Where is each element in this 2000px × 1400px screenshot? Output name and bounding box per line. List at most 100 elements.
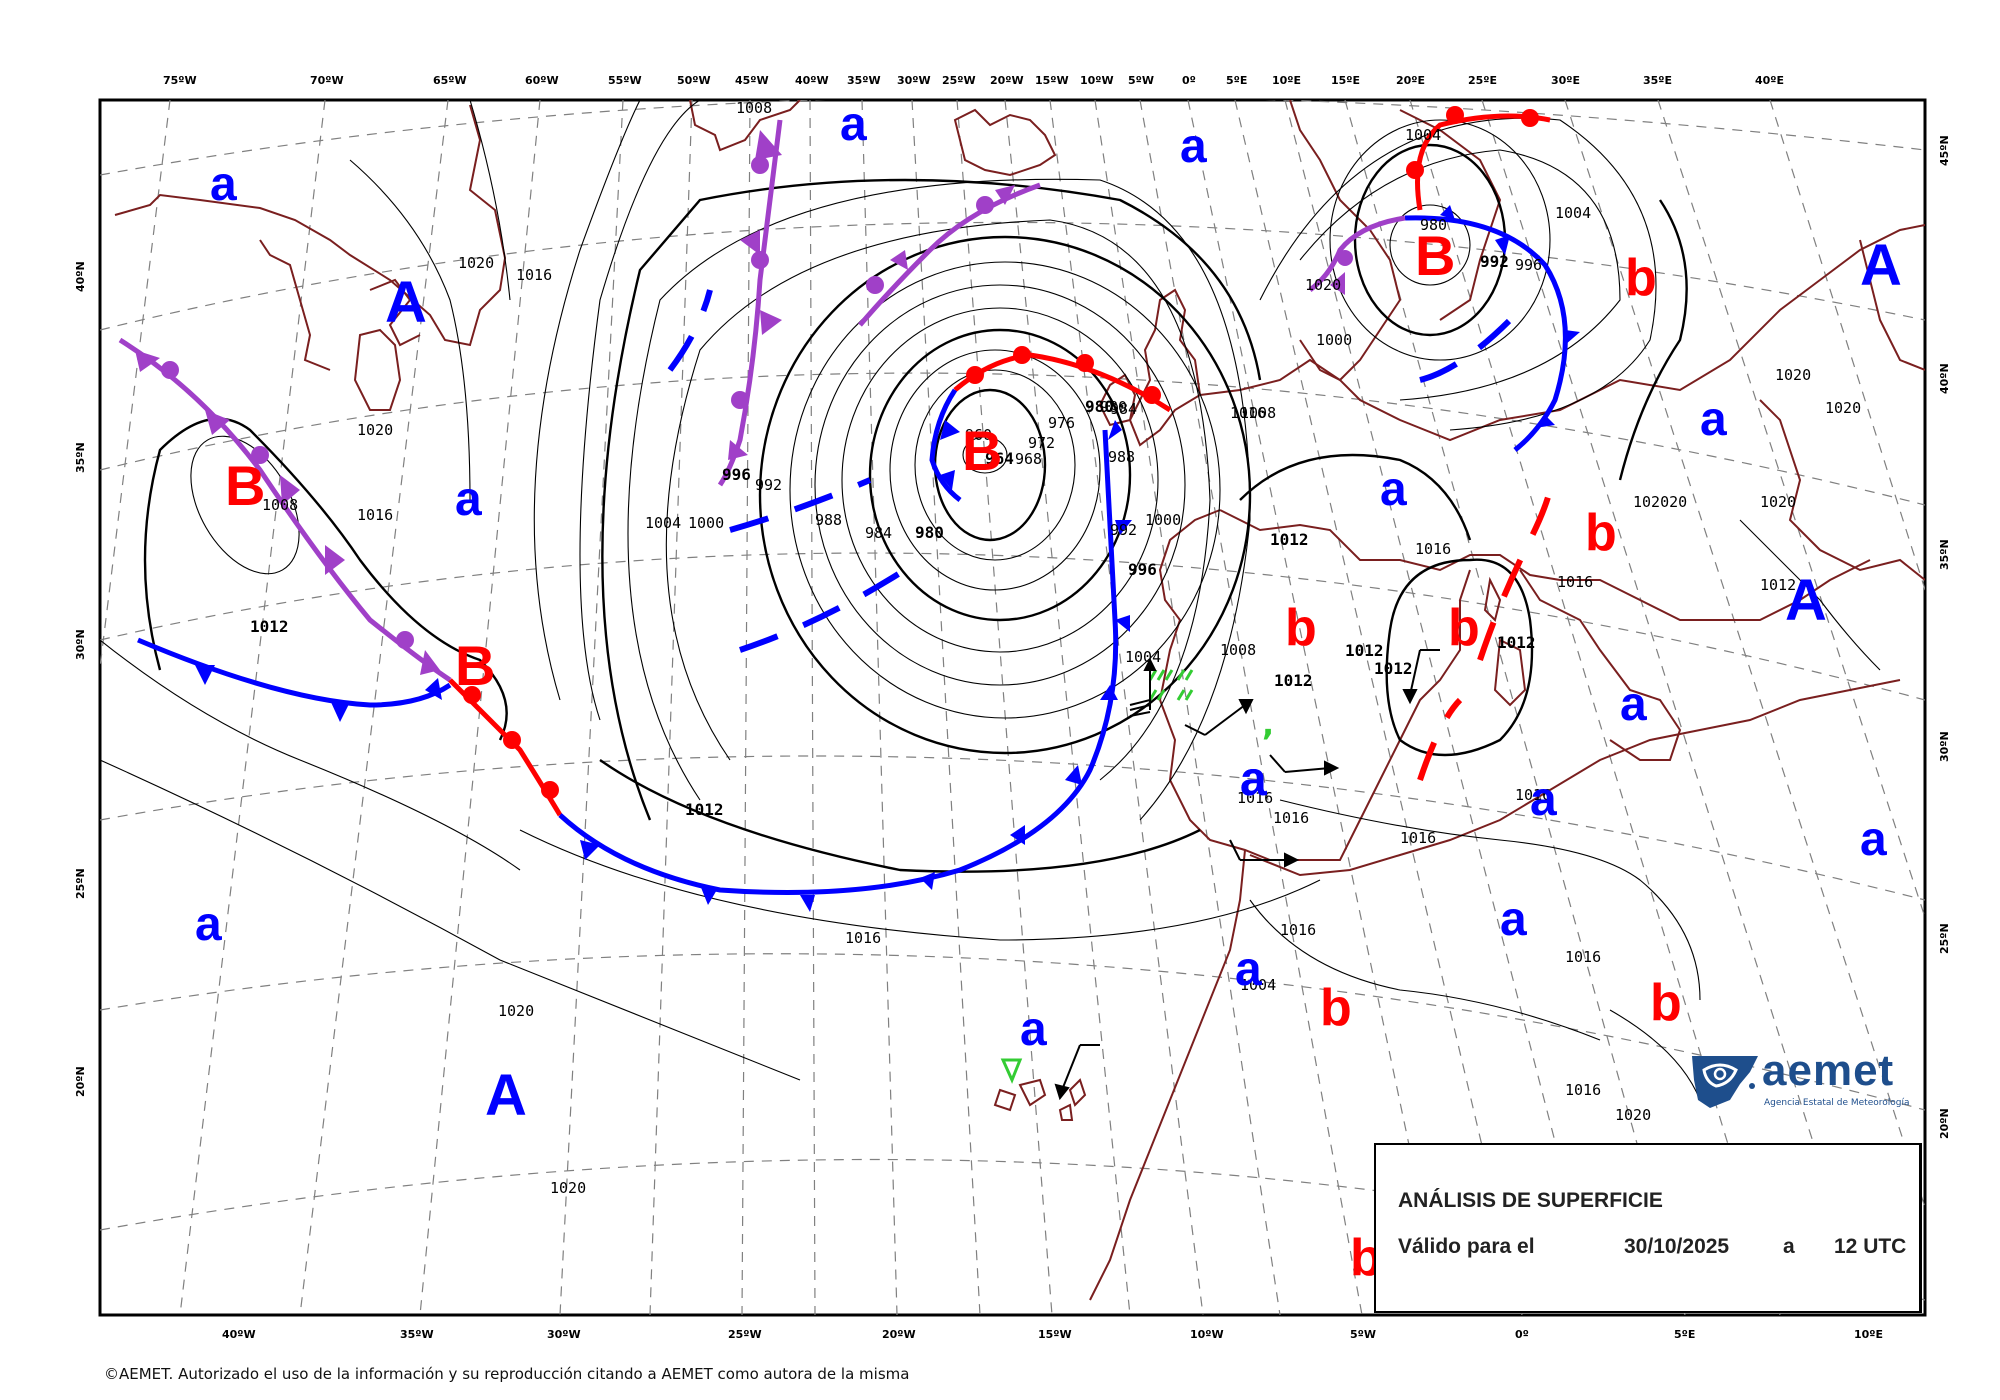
isobar-label: 972 bbox=[1028, 434, 1055, 452]
longitude-label: 0º bbox=[1515, 1328, 1529, 1341]
relative-high-label: a bbox=[1530, 773, 1557, 826]
analysis-title: ANÁLISIS DE SUPERFICIE bbox=[1398, 1189, 1663, 1212]
relative-low-label: b bbox=[1650, 974, 1682, 1032]
upper-cold-front-1 bbox=[667, 289, 713, 372]
isobar-label: 1016 bbox=[1230, 404, 1266, 422]
latitude-label: 40ºN bbox=[1938, 363, 1951, 394]
isobar-label: 1004 bbox=[645, 514, 681, 532]
isobar-label: 1020 bbox=[1305, 276, 1341, 294]
occluded-front-scandinavia bbox=[1308, 215, 1406, 292]
isobar-label: 1016 bbox=[516, 266, 552, 284]
isobar-label: 980 bbox=[1085, 397, 1114, 416]
relative-high-label: a bbox=[840, 98, 867, 151]
pressure-centers: a A a B a B a B a B b A a a b b b A a a … bbox=[195, 98, 1902, 1287]
isobar-label: 1008 bbox=[1220, 641, 1256, 659]
isobar-label: 996 bbox=[1128, 560, 1157, 579]
relative-low-label: b bbox=[1585, 504, 1617, 562]
latitude-labels-left: 40ºN 35ºN 30ºN 25ºN 20ºN bbox=[74, 261, 87, 1097]
isobar-label: 988 bbox=[1108, 448, 1135, 466]
isobar-label: 1020 bbox=[550, 1179, 586, 1197]
latitude-label: 20ºN bbox=[1938, 1108, 1951, 1139]
isobar-label: 992 bbox=[1110, 521, 1137, 539]
longitude-label: 25ºE bbox=[1468, 74, 1497, 87]
upper-cold-front-3 bbox=[739, 557, 922, 653]
relative-high-label: a bbox=[1700, 393, 1727, 446]
relative-low-label: b bbox=[1285, 599, 1317, 657]
latitude-labels-right: 45ºN 40ºN 35ºN 30ºN 25ºN 20ºN bbox=[1938, 135, 1951, 1139]
occluded-front-iceland bbox=[858, 182, 1041, 327]
isobar-label: 1016 bbox=[1280, 921, 1316, 939]
isobar-label: 992 bbox=[1480, 252, 1509, 271]
aemet-logo: aemet Agencia Estatal de Meteorología bbox=[1690, 1046, 1920, 1120]
isobar-label: 1012 bbox=[1270, 530, 1309, 549]
longitude-label: 5ºW bbox=[1350, 1328, 1376, 1341]
isobar-label: 968 bbox=[1015, 450, 1042, 468]
latitude-label: 45ºN bbox=[1938, 135, 1951, 166]
longitude-label: 10ºW bbox=[1080, 74, 1114, 87]
isobar-label: 1012 bbox=[685, 800, 724, 819]
isobar-label: 1016 bbox=[1400, 829, 1436, 847]
upper-cold-front-4 bbox=[1419, 317, 1513, 383]
relative-low-label: b bbox=[1625, 249, 1657, 307]
isobar-label: 1020 bbox=[1615, 1106, 1651, 1124]
info-box: ANÁLISIS DE SUPERFICIE Válido para el 30… bbox=[1374, 1143, 1922, 1313]
longitude-label: 40ºE bbox=[1755, 74, 1784, 87]
isobar-label: 1016 bbox=[1565, 1081, 1601, 1099]
isobar-label: 992 bbox=[755, 476, 782, 494]
longitude-label: 10ºE bbox=[1854, 1328, 1883, 1341]
isobar-label: 1004 bbox=[1555, 204, 1591, 222]
isobar-label: 980 bbox=[1100, 398, 1127, 416]
longitude-labels-top: 75ºW 70ºW 65ºW 60ºW 55ºW 50ºW 45ºW 40ºW … bbox=[163, 74, 1784, 87]
longitude-label: 30ºW bbox=[897, 74, 931, 87]
isobar-label: 988 bbox=[815, 511, 842, 529]
wind-arrows bbox=[1054, 649, 1440, 1101]
longitude-label: 5ºE bbox=[1674, 1328, 1695, 1341]
isobar-label: 1016 bbox=[845, 929, 881, 947]
isobar-label: 1016 bbox=[1415, 540, 1451, 558]
relative-high-label: a bbox=[1860, 813, 1887, 866]
relative-high-label: a bbox=[210, 158, 237, 211]
low-label: B bbox=[962, 419, 1002, 482]
isobar-label: 1020 bbox=[498, 1002, 534, 1020]
longitude-label: 5ºW bbox=[1128, 74, 1154, 87]
relative-low-label: b bbox=[1320, 979, 1352, 1037]
longitude-label: 35ºW bbox=[400, 1328, 434, 1341]
relative-high-label: a bbox=[195, 898, 222, 951]
copyright-notice: ©AEMET. Autorizado el uso de la informac… bbox=[104, 1365, 910, 1383]
fronts bbox=[118, 106, 1580, 912]
isobar-label: 1004 bbox=[1240, 976, 1276, 994]
isobar-label: 1004 bbox=[1125, 648, 1161, 666]
longitude-label: 15ºE bbox=[1331, 74, 1360, 87]
valid-label: Válido para el bbox=[1398, 1235, 1535, 1258]
shower-symbol bbox=[1000, 1058, 1023, 1084]
isobar-label: 1016 bbox=[1237, 789, 1273, 807]
low-label: B bbox=[1415, 224, 1455, 287]
relative-high-label: a bbox=[455, 473, 482, 526]
isobar-label: 1012 bbox=[1274, 671, 1313, 690]
longitude-label: 15ºW bbox=[1038, 1328, 1072, 1341]
longitude-label: 55ºW bbox=[608, 74, 642, 87]
longitude-label: 30ºE bbox=[1551, 74, 1580, 87]
isobar-label: 1016 bbox=[1515, 786, 1551, 804]
longitude-label: 40ºW bbox=[795, 74, 829, 87]
isobar-label: 1020 bbox=[1775, 366, 1811, 384]
isobar-labels: 1020 1016 1020 1016 1008 1012 1012 1016 … bbox=[250, 99, 1861, 1197]
longitude-label: 65ºW bbox=[433, 74, 467, 87]
coastlines bbox=[114, 100, 1925, 1301]
relative-high-label: a bbox=[1500, 893, 1527, 946]
low-label: B bbox=[455, 634, 495, 697]
isobar-label: 1020 bbox=[1825, 399, 1861, 417]
isobar-label: 1012 bbox=[1760, 576, 1796, 594]
isobars bbox=[100, 100, 1881, 1101]
isobar-label: 1020 bbox=[357, 421, 393, 439]
relative-high-label: a bbox=[1240, 753, 1267, 806]
isobar-label: 1000 bbox=[688, 514, 724, 532]
longitude-label: 25ºW bbox=[942, 74, 976, 87]
isobar-label: 1012 bbox=[1345, 641, 1384, 660]
longitude-label: 20ºW bbox=[990, 74, 1024, 87]
relative-low-label: b bbox=[1448, 599, 1480, 657]
latitude-label: 25ºN bbox=[74, 868, 87, 899]
longitude-label: 50ºW bbox=[677, 74, 711, 87]
isobar-label: 984 bbox=[865, 524, 892, 542]
